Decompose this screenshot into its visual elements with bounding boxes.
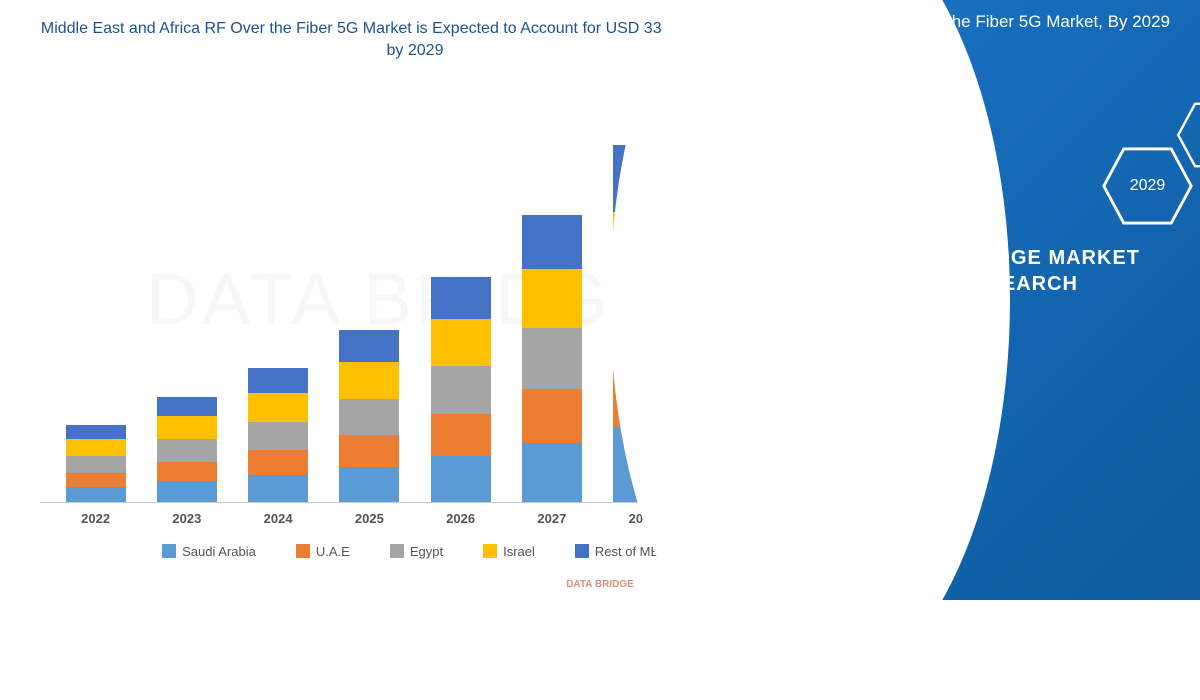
legend-item: U.A.E [296, 544, 350, 559]
bar-segment [248, 450, 308, 475]
bar-group [517, 215, 587, 501]
bar-segment [157, 416, 217, 439]
legend-swatch [483, 544, 497, 558]
bar-segment [339, 362, 399, 398]
legend-swatch [162, 544, 176, 558]
bar-segment [339, 435, 399, 467]
bar-segment [522, 443, 582, 502]
bar-segment [431, 414, 491, 456]
bar-segment [66, 473, 126, 486]
bar-segment [522, 215, 582, 268]
brand-line-2: RESEARCH [896, 271, 1140, 297]
x-axis-label: 2023 [152, 511, 222, 526]
legend-item: Egypt [390, 544, 443, 559]
stacked-bar [157, 397, 217, 502]
legend-item: Saudi Arabia [162, 544, 256, 559]
bar-segment [66, 439, 126, 456]
hexagon-2022: 2022 [1175, 100, 1200, 170]
legend-label: U.A.E [316, 544, 350, 559]
stacked-bar [339, 330, 399, 502]
legend-label: Israel [503, 544, 535, 559]
bar-segment [431, 277, 491, 319]
bar-segment [157, 439, 217, 462]
bar-group [152, 397, 222, 502]
x-axis-label: 2022 [61, 511, 131, 526]
legend-item: Israel [483, 544, 535, 559]
bar-segment [157, 481, 217, 502]
bar-segment [522, 269, 582, 328]
bar-segment [66, 456, 126, 473]
side-panel: the Fiber 5G Market, By 2029 2029 2022 D… [810, 0, 1200, 600]
footer-logo: DATA BRIDGE [566, 579, 634, 590]
stacked-bar [431, 277, 491, 502]
x-axis-label: 2027 [517, 511, 587, 526]
stacked-bar [66, 425, 126, 501]
panel-title: the Fiber 5G Market, By 2029 [947, 12, 1170, 32]
x-axis-label: 2024 [243, 511, 313, 526]
bar-segment [339, 330, 399, 362]
brand-line-1: DATA BRIDGE MARKET [896, 245, 1140, 271]
stacked-bar [522, 215, 582, 501]
bar-group [426, 277, 496, 502]
legend-label: Saudi Arabia [182, 544, 256, 559]
bar-segment [157, 397, 217, 416]
bar-segment [248, 368, 308, 393]
bar-segment [157, 462, 217, 481]
main-container: Middle East and Africa RF Over the Fiber… [0, 0, 1200, 600]
bar-segment [339, 467, 399, 501]
legend-label: Egypt [410, 544, 443, 559]
legend-swatch [575, 544, 589, 558]
legend-swatch [296, 544, 310, 558]
bar-segment [339, 399, 399, 435]
bar-segment [522, 389, 582, 442]
bar-segment [66, 425, 126, 438]
stacked-bar [248, 368, 308, 502]
x-axis-label: 2025 [334, 511, 404, 526]
bar-segment [431, 456, 491, 502]
bar-segment [431, 366, 491, 414]
x-axis-label: 2026 [426, 511, 496, 526]
bar-group [61, 425, 131, 501]
legend-swatch [390, 544, 404, 558]
bar-group [334, 330, 404, 502]
bar-segment [248, 393, 308, 422]
bar-segment [66, 487, 126, 502]
bar-group [243, 368, 313, 502]
brand-text: DATA BRIDGE MARKET RESEARCH [896, 245, 1140, 297]
bar-segment [248, 475, 308, 502]
bar-segment [522, 328, 582, 389]
bar-segment [431, 319, 491, 367]
bar-segment [248, 422, 308, 451]
